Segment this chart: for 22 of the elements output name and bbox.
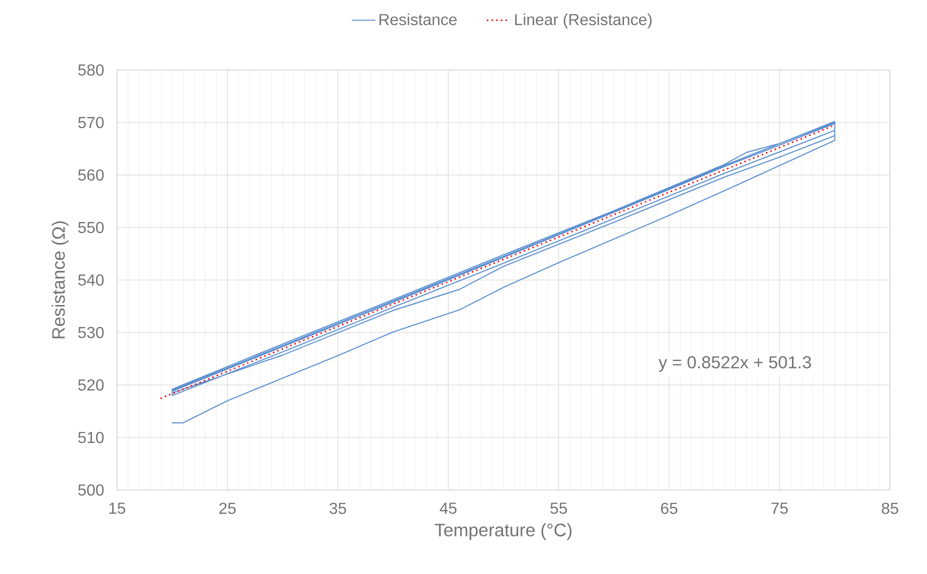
legend-label: Linear (Resistance) [515,13,652,28]
y-tick-label: 520 [78,379,104,391]
x-tick-label: 85 [882,502,898,514]
y-tick-label: 570 [78,116,104,128]
annotation: y = 0.8522x + 501.3 [658,356,811,372]
y-tick-label: 530 [78,326,104,338]
y-tick-label: 580 [78,64,104,76]
x-tick-label: 75 [771,502,788,514]
y-tick-label: 550 [78,222,104,234]
x-tick-label: 45 [440,502,457,514]
y-tick-label: 560 [78,169,104,181]
x-tick-label: 65 [661,502,678,514]
y-axis-title: Resistance (Ω) [52,221,68,338]
y-tick-label: 540 [78,274,104,286]
x-tick-label: 35 [330,502,346,514]
x-tick-label: 25 [219,502,236,514]
y-tick-label: 500 [78,484,104,496]
x-axis-title: Temperature (°C) [434,523,572,540]
y-tick-label: 510 [78,432,104,444]
x-tick-label: 55 [550,502,567,514]
legend-label: Resistance [380,13,457,26]
x-tick-label: 15 [109,502,126,514]
